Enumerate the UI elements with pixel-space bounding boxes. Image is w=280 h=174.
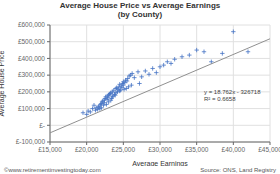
svg-text:£-: £- (39, 122, 45, 129)
html-text:Source: ONS, Land Registry: Source: ONS, Land Registry (200, 167, 276, 173)
svg-text:£30,000: £30,000 (148, 146, 172, 153)
html-text:(by County): (by County) (117, 10, 163, 19)
html-text:©www.retirementinvestingtoday.: ©www.retirementinvestingtoday.com (4, 167, 101, 173)
html-text:R² = 0.6658: R² = 0.6658 (204, 96, 236, 103)
svg-text:£600,000: £600,000 (18, 21, 45, 28)
svg-text:£200,000: £200,000 (18, 88, 45, 95)
svg-text:£300,000: £300,000 (18, 71, 45, 78)
svg-text:£45,000: £45,000 (258, 146, 272, 153)
svg-text:£25,000: £25,000 (112, 146, 136, 153)
html-text:Average House Price vs Average: Average House Price vs Average Earnings (59, 1, 221, 10)
svg-text:£40,000: £40,000 (222, 146, 246, 153)
html-text:y = 18.762x - 326718: y = 18.762x - 326718 (204, 89, 261, 96)
svg-text:£100,000: £100,000 (18, 105, 45, 112)
svg-text:£20,000: £20,000 (75, 146, 99, 153)
svg-text:£500,000: £500,000 (18, 38, 45, 45)
svg-text:£-100,000: £-100,000 (16, 138, 46, 145)
svg-text:Average Earnings: Average Earnings (132, 160, 188, 166)
svg-text:£400,000: £400,000 (18, 55, 45, 62)
svg-text:£15,000: £15,000 (38, 146, 62, 153)
svg-text:£35,000: £35,000 (185, 146, 209, 153)
